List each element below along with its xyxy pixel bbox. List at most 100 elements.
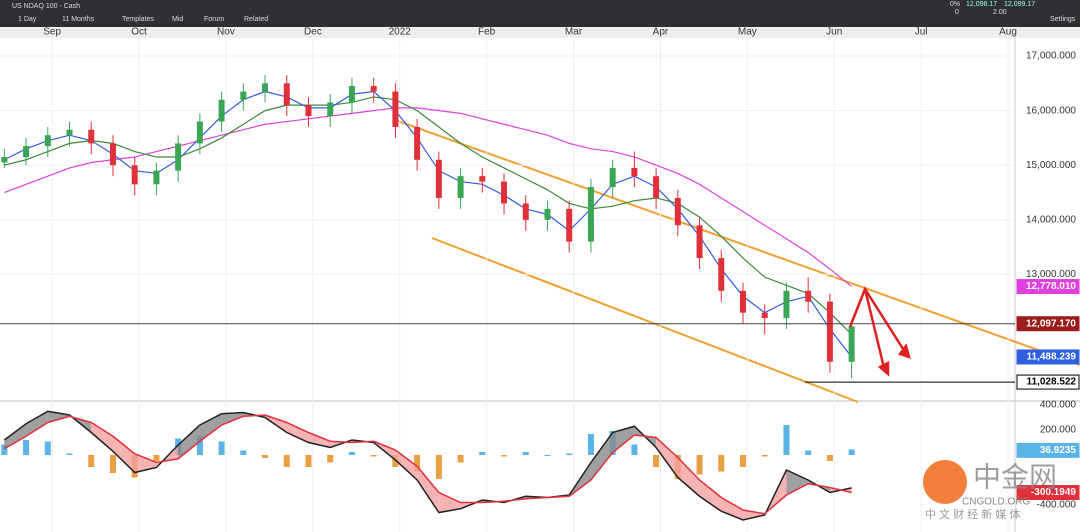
histogram-bar <box>435 455 442 479</box>
price-marker-label: 12,097.170 <box>1026 318 1076 329</box>
macd-fill <box>308 432 331 448</box>
candle-body <box>609 167 616 188</box>
candle-body <box>805 290 812 302</box>
y-tick-label: 200.000 <box>1040 425 1077 436</box>
macd-fill <box>721 497 744 520</box>
button[interactable]: Forum <box>204 16 225 23</box>
x-tick-label: Jul <box>915 27 928 38</box>
candle-body <box>761 312 768 319</box>
macd-fill <box>438 492 461 513</box>
macd-fill <box>656 437 678 478</box>
candle-body <box>348 86 355 103</box>
settings[interactable]: Settings <box>1050 16 1076 23</box>
histogram-bar <box>587 434 594 455</box>
histogram-bar <box>631 444 638 455</box>
macd-fill <box>395 450 418 480</box>
histogram-bar <box>805 450 812 455</box>
histogram-bar <box>44 441 51 455</box>
macd-fill <box>417 466 439 513</box>
x-tick-label: Jun <box>826 27 842 38</box>
macd-fill <box>286 422 309 443</box>
bid[interactable]: 12,098.17 <box>966 1 998 8</box>
price-marker-box <box>1016 374 1080 390</box>
interval[interactable]: 1 Day <box>18 16 37 23</box>
x-tick-label: Dec <box>304 27 322 38</box>
slogan: 中 文 财 经 新 媒 体 <box>925 507 1020 521</box>
histogram-bar <box>479 452 486 455</box>
macd-fill <box>112 436 135 473</box>
x-tick-label: 2022 <box>389 27 412 38</box>
x-tick-label: Apr <box>653 27 669 38</box>
histogram-bar <box>283 455 290 467</box>
candle-body <box>848 326 855 362</box>
candle-body <box>370 86 377 92</box>
y-tick-label: 13,000.000 <box>1026 269 1076 280</box>
candle-body <box>175 143 182 171</box>
brand: 中金网 <box>973 461 1057 492</box>
button[interactable]: Templates <box>122 16 154 23</box>
histogram-bar <box>718 455 725 472</box>
button[interactable]: Mid <box>172 16 184 23</box>
histogram-bar <box>305 455 312 467</box>
price-marker-box <box>1016 279 1080 295</box>
price-marker-label: 11,028.522 <box>1027 377 1077 388</box>
macd-line <box>3 410 852 521</box>
histogram-bar <box>327 455 334 463</box>
price-marker-box <box>1016 316 1080 332</box>
candle-body <box>674 197 681 226</box>
price-marker-label: 36.9235 <box>1040 445 1077 456</box>
candle-body <box>305 105 312 117</box>
button[interactable]: Related <box>244 16 269 23</box>
x-tick-label: Nov <box>217 27 235 38</box>
candle-body <box>327 102 334 117</box>
candle-body <box>631 167 638 177</box>
candle-body <box>240 91 247 100</box>
price-marker-box <box>1016 485 1080 501</box>
candle-body <box>479 176 486 182</box>
ma-line <box>4 96 853 335</box>
candle-body <box>66 129 73 136</box>
candle-body <box>283 83 290 106</box>
histogram-bar <box>653 455 660 467</box>
histogram-bar <box>457 455 464 463</box>
histogram-bar <box>153 455 160 461</box>
logo <box>923 460 967 504</box>
macd-fill <box>612 426 635 453</box>
arrow-head <box>877 360 890 377</box>
ask[interactable]: 12,099.17 <box>1004 1 1036 8</box>
macd-fill <box>221 412 244 425</box>
price-marker-label: -300.1949 <box>1031 487 1076 498</box>
x-tick-label: Aug <box>999 27 1017 38</box>
macd-fill <box>47 411 70 423</box>
candle-body <box>587 187 594 242</box>
candle-body <box>262 83 269 92</box>
time-axis-band <box>0 27 1080 38</box>
macd-fill <box>677 457 700 497</box>
price-marker-label: 11,488.239 <box>1027 352 1077 363</box>
y-tick-label: -400.000 <box>1037 500 1077 511</box>
change-abs: 0 <box>955 9 959 16</box>
x-tick-label: Feb <box>478 27 496 38</box>
y-tick-label: 16,000.000 <box>1026 105 1076 116</box>
symbol[interactable]: US NDAQ 100 - Cash <box>12 3 81 10</box>
candle-body <box>44 135 51 147</box>
y-tick-label: 400.000 <box>1040 400 1077 411</box>
site: CNGOLD.ORG <box>962 497 1031 508</box>
y-tick-label: 15,000.000 <box>1026 160 1076 171</box>
macd-fill <box>590 432 613 480</box>
channel <box>394 119 1080 403</box>
histogram-bar <box>826 455 833 461</box>
arrows <box>848 286 911 377</box>
ma-line <box>4 90 853 358</box>
toolbar: US NDAQ 100 - Cash 1 Day 11 Months Templ… <box>0 0 1080 27</box>
histogram-bar <box>522 452 529 455</box>
range[interactable]: 11 Months <box>62 16 95 23</box>
x-tick-label: Mar <box>565 27 583 38</box>
macd-fill <box>699 480 722 512</box>
channel-upper <box>394 119 1080 366</box>
histogram-bar <box>501 455 508 457</box>
histogram-bar <box>544 455 551 456</box>
arrow-head <box>897 343 911 359</box>
change: 0% <box>950 1 961 8</box>
